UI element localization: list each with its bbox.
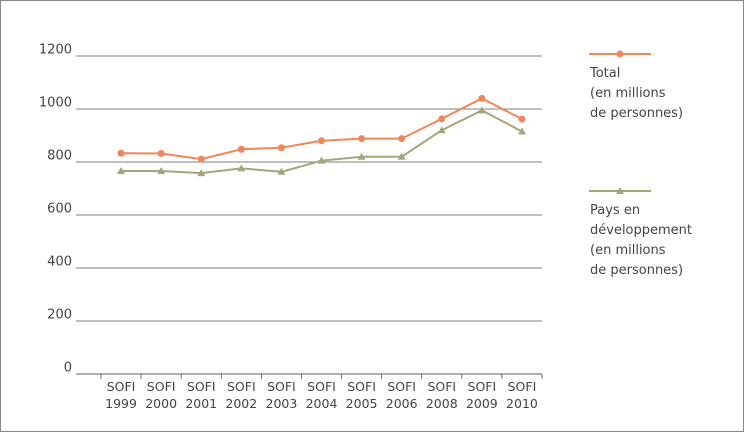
point bbox=[318, 137, 325, 145]
point bbox=[197, 169, 206, 177]
point bbox=[438, 115, 446, 123]
y-tick-label: 400 bbox=[47, 255, 72, 270]
x-tick-label: SOFI 2010 bbox=[506, 379, 538, 411]
x-tick-label: SOFI 2009 bbox=[465, 379, 498, 411]
x-tick-label: SOFI 2002 bbox=[225, 379, 258, 411]
x-tick-label: SOFI 2004 bbox=[305, 379, 338, 411]
point bbox=[237, 145, 245, 153]
x-tick-label: SOFI 2000 bbox=[145, 379, 178, 411]
point bbox=[277, 167, 286, 175]
x-tick-label: SOFI 2006 bbox=[385, 379, 418, 411]
point bbox=[397, 152, 406, 160]
series-line bbox=[121, 97, 523, 161]
point bbox=[117, 149, 125, 157]
point bbox=[237, 164, 246, 172]
point bbox=[157, 167, 166, 175]
y-tick-label: 0 bbox=[64, 361, 72, 376]
y-tick-label: 1200 bbox=[39, 43, 72, 58]
point bbox=[478, 94, 486, 102]
point bbox=[398, 135, 406, 143]
x-tick-label: SOFI 2008 bbox=[425, 379, 458, 411]
point bbox=[437, 126, 446, 134]
y-tick-label: 1000 bbox=[39, 96, 72, 111]
y-tick-label: 800 bbox=[47, 149, 72, 164]
point bbox=[277, 144, 285, 152]
point bbox=[517, 127, 526, 135]
point bbox=[157, 150, 165, 158]
x-tick-label: SOFI 2003 bbox=[265, 379, 298, 411]
x-tick-label: SOFI 2005 bbox=[345, 379, 378, 411]
x-tick-label: SOFI 1999 bbox=[105, 379, 137, 411]
legend-label: Total (en millions de personnes) bbox=[590, 66, 684, 121]
point bbox=[197, 155, 205, 163]
y-tick-label: 600 bbox=[47, 202, 72, 217]
point bbox=[477, 106, 486, 114]
point bbox=[317, 156, 326, 164]
point bbox=[358, 135, 366, 143]
point bbox=[616, 187, 624, 194]
point bbox=[518, 115, 526, 123]
y-tick-label: 200 bbox=[47, 308, 72, 323]
x-tick-label: SOFI 2001 bbox=[185, 379, 218, 411]
legend-label: Pays en développement (en millions de pe… bbox=[590, 203, 693, 278]
point bbox=[357, 152, 366, 160]
point bbox=[616, 50, 624, 58]
point bbox=[117, 167, 126, 175]
